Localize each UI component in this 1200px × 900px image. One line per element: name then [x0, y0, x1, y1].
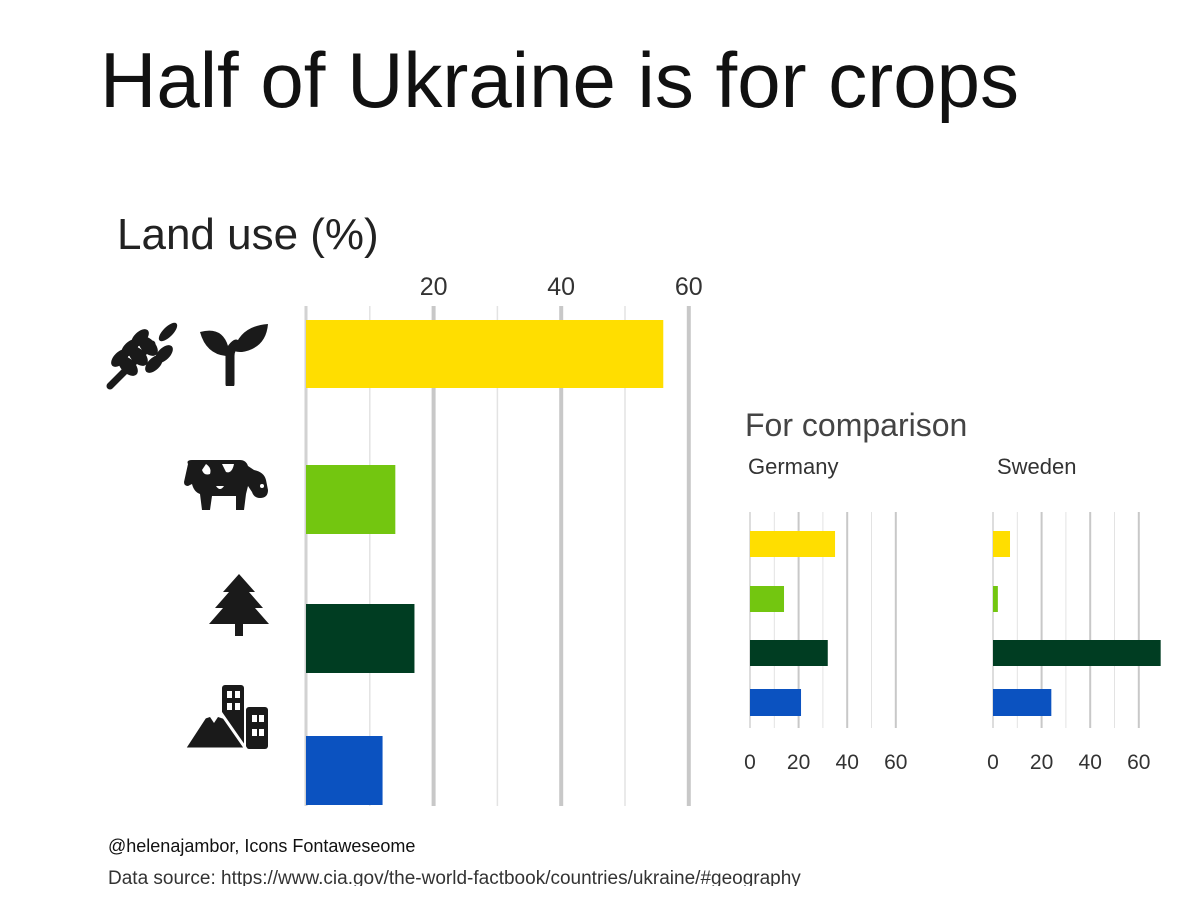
- ukraine-tick-label: 20: [420, 273, 448, 301]
- ukraine-bar: [306, 465, 396, 534]
- wheat-icon: [106, 322, 178, 390]
- ukraine-bar: [306, 604, 415, 673]
- sweden-bar: [993, 531, 1011, 557]
- data-source-text: Data source: https://www.cia.gov/the-wor…: [108, 868, 801, 886]
- sweden-tick-label: 0: [987, 751, 999, 774]
- cow-icon: [184, 460, 268, 510]
- ukraine-bar: [306, 320, 664, 388]
- sweden-tick-label: 20: [1030, 751, 1053, 774]
- page-title: Half of Ukraine is for crops: [100, 36, 1019, 124]
- comparison-title: For comparison: [745, 407, 968, 443]
- sweden-tick-label: 60: [1127, 751, 1150, 774]
- sweden-bar: [993, 586, 998, 612]
- chart-title: Land use (%): [117, 210, 379, 259]
- ukraine-tick-label: 40: [547, 273, 575, 301]
- germany-title: Germany: [748, 454, 839, 479]
- seedling-icon: [200, 324, 268, 386]
- sweden-bar: [993, 689, 1052, 716]
- germany-tick-label: 40: [836, 751, 859, 774]
- germany-bar: [750, 531, 836, 557]
- germany-bar: [750, 689, 802, 716]
- germany-tick-label: 60: [884, 751, 907, 774]
- ukraine-bar: [306, 736, 383, 805]
- sweden-tick-label: 40: [1079, 751, 1102, 774]
- germany-tick-label: 20: [787, 751, 810, 774]
- tree-icon: [209, 574, 269, 636]
- germany-tick-label: 0: [744, 751, 756, 774]
- sweden-title: Sweden: [997, 454, 1077, 479]
- germany-bar: [750, 640, 828, 666]
- mountain-city-icon: [184, 685, 268, 751]
- credit-text: @helenajambor, Icons Fontaweseome: [108, 836, 416, 856]
- sweden-bar: [993, 640, 1161, 666]
- ukraine-tick-label: 60: [675, 273, 703, 301]
- germany-bar: [750, 586, 785, 612]
